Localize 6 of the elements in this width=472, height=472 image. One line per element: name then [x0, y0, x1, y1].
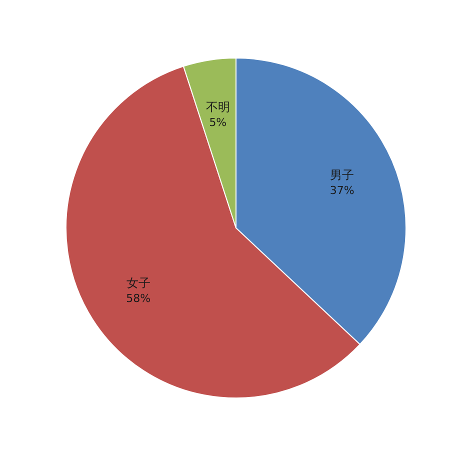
data-label: 58%: [126, 292, 151, 305]
data-label: 5%: [209, 116, 227, 129]
slice-label: 男子: [330, 168, 354, 182]
data-label: 37%: [330, 184, 354, 198]
slice-label: 不明: [206, 100, 230, 114]
slice-label: 女子: [126, 276, 150, 290]
